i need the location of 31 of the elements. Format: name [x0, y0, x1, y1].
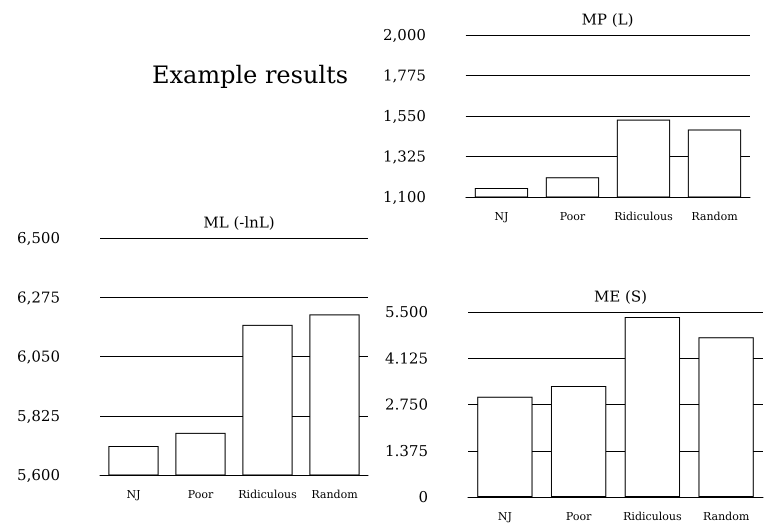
x-tick-label: Random — [311, 488, 358, 501]
y-tick-label: 5,825 — [17, 406, 60, 425]
x-tick-label: Poor — [566, 510, 592, 523]
x-tick-label: Random — [691, 210, 738, 223]
y-tick-label: 2,000 — [382, 26, 426, 44]
y-tick-label: 5.500 — [385, 303, 428, 321]
x-tick-label: Poor — [188, 488, 214, 501]
y-tick-label: 2.750 — [385, 396, 428, 414]
x-tick-label: Random — [702, 510, 750, 523]
x-tick-label: NJ — [126, 488, 141, 501]
y-tick-label: 1,550 — [382, 107, 426, 125]
y-tick-label: 1,325 — [382, 148, 426, 166]
y-tick-label: 1.375 — [385, 442, 428, 460]
y-tick-label: 1,775 — [382, 66, 426, 84]
x-tick-label: Poor — [560, 210, 586, 223]
y-tick-label: 5,600 — [17, 466, 60, 484]
y-tick-label: 6,500 — [17, 229, 60, 247]
y-tick-label: 6,050 — [17, 348, 60, 366]
chart-title: ML (-lnL) — [203, 214, 275, 232]
y-tick-label: 4.125 — [385, 349, 428, 368]
x-tick-label: Ridiculous — [623, 510, 682, 523]
text: Example results — [150, 60, 350, 91]
x-tick-label: Ridiculous — [614, 210, 674, 223]
chart-title: MP (L) — [582, 10, 634, 28]
x-tick-label: NJ — [494, 210, 508, 223]
x-tick-label: NJ — [498, 510, 512, 523]
y-tick-label: 6,275 — [17, 288, 60, 306]
y-tick-label: 0 — [418, 488, 428, 506]
x-tick-label: Ridiculous — [238, 488, 298, 501]
chart-title: ME (S) — [594, 288, 648, 306]
y-tick-label: 1,100 — [382, 188, 426, 206]
